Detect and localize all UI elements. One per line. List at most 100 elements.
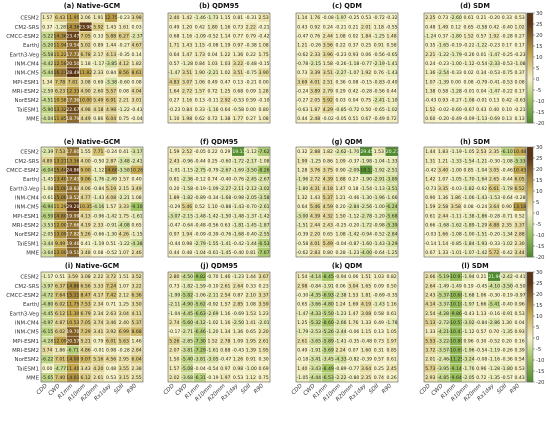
cell-label: 1.34 xyxy=(220,329,230,335)
cell-label: -4.97 xyxy=(41,320,53,326)
cell-label: -1.16 xyxy=(207,107,219,113)
cell-label: 1.49 xyxy=(438,24,448,30)
cell-label: -2.05 xyxy=(463,375,475,381)
colorbar-tick-label: -10 xyxy=(536,233,544,239)
cell-label: -0.60 xyxy=(450,107,462,113)
cell-label: -0.84 xyxy=(92,186,104,192)
cell-label: 0.49 xyxy=(374,320,384,326)
cell-label: 3.67 xyxy=(259,274,269,280)
cell-label: 3.35 xyxy=(438,186,448,192)
cell-label: 1.57 xyxy=(169,366,179,372)
cell-label: -0.08 xyxy=(322,15,334,21)
cell-label: -1.38 xyxy=(463,213,475,219)
cell-label: -0.12 xyxy=(194,177,206,183)
colorbar-segment xyxy=(527,347,533,350)
cell-label: -0.26 xyxy=(335,61,347,67)
cell-label: 19.51 xyxy=(66,250,79,256)
cell-label: -10.97 xyxy=(448,274,463,280)
index-label: CDD xyxy=(163,383,177,397)
cell-label: 7.71 xyxy=(93,149,103,155)
cell-label: 6.04 xyxy=(132,357,142,363)
cell-label: -1.37 xyxy=(245,213,257,219)
cell-label: 0.81 xyxy=(169,177,179,183)
cell-label: -1.54 xyxy=(463,158,475,164)
cell-label: 1.75 xyxy=(259,52,269,58)
cell-label: 15.44 xyxy=(54,168,67,174)
cell-label: 14.86 xyxy=(66,283,79,289)
cell-label: 10.53 xyxy=(66,320,79,326)
cell-label: -2.41 xyxy=(131,158,143,164)
cell-label: -0.01 xyxy=(463,89,475,95)
colorbar-tick-label: 10 xyxy=(536,189,543,195)
cell-label: 2.20 xyxy=(259,329,269,335)
cell-label: -19.17 xyxy=(231,149,246,155)
index-label: R90 xyxy=(381,383,393,395)
cell-label: -2.72 xyxy=(437,320,449,326)
colorbar-segment xyxy=(527,242,533,245)
cell-label: -3.89 xyxy=(386,177,398,183)
cell-label: -1.23 xyxy=(347,250,359,256)
cell-label: 0.48 xyxy=(106,366,116,372)
cell-label: 1.84 xyxy=(361,34,371,40)
cell-label: 1.15 xyxy=(220,15,230,21)
cell-label: 10.48 xyxy=(513,149,526,155)
cell-label: 1.53 xyxy=(246,311,256,317)
cell-label: -0.23 xyxy=(168,107,180,113)
cell-label: 1.86 xyxy=(451,195,461,201)
cell-label: -0.57 xyxy=(501,375,513,381)
colorbar-segment xyxy=(527,91,533,94)
cell-label: -20.27 xyxy=(384,149,399,155)
colorbar-segment xyxy=(527,86,533,89)
cell-label: -2.42 xyxy=(501,274,513,280)
panel-frame xyxy=(423,12,527,124)
cell-label: 1.44 xyxy=(106,43,116,49)
cell-label: 17.73 xyxy=(66,52,79,58)
cell-label: -0.89 xyxy=(335,366,347,372)
cell-label: -6.15 xyxy=(41,329,53,335)
cell-label: 0.90 xyxy=(502,204,512,210)
cell-label: 5.37 xyxy=(132,320,142,326)
colorbar-tick-label: 20 xyxy=(536,33,543,39)
cell-label: -0.21 xyxy=(335,24,347,30)
cell-label: -1.04 xyxy=(194,250,206,256)
cell-label: -0.03 xyxy=(424,232,436,238)
colorbar-segment xyxy=(527,40,533,43)
colorbar-segment xyxy=(527,319,533,322)
cell-label: -2.53 xyxy=(309,329,321,335)
colorbar-segment xyxy=(527,69,533,72)
cell-label: 4.87 xyxy=(55,320,65,326)
cell-label: 2.34 xyxy=(93,311,103,317)
cell-label: -1.49 xyxy=(437,283,449,289)
cell-label: -1.51 xyxy=(296,223,308,229)
cell-label: -0.53 xyxy=(501,79,513,85)
cell-label: -3.58 xyxy=(258,195,270,201)
cell-label: -4.14 xyxy=(309,274,321,280)
colorbar-segment xyxy=(527,58,533,61)
cell-label: 1.16 xyxy=(182,34,192,40)
cell-label: 5.02 xyxy=(81,43,91,49)
cell-label: 3.64 xyxy=(361,366,371,372)
cell-label: -0.25 xyxy=(501,52,513,58)
cell-label: 8.56 xyxy=(119,70,129,76)
cell-label: 0.92 xyxy=(310,24,320,30)
cell-label: 0.20 xyxy=(336,204,346,210)
cell-label: -1.30 xyxy=(105,232,117,238)
cell-label: -4.38 xyxy=(131,241,143,247)
cell-label: 3.08 xyxy=(81,274,91,280)
cell-label: 3.90 xyxy=(259,70,269,76)
cell-label: 10.43 xyxy=(513,168,526,174)
cell-label: -0.20 xyxy=(488,232,500,238)
cell-label: -1.86 xyxy=(475,213,487,219)
cell-label: 0.33 xyxy=(246,283,256,289)
index-label: SDII xyxy=(113,383,125,395)
cell-label: 1.06 xyxy=(195,79,205,85)
cell-label: 0.75 xyxy=(119,116,129,122)
cell-label: 0.84 xyxy=(182,107,192,113)
cell-label: 7.53 xyxy=(55,149,65,155)
cell-label: -1.08 xyxy=(463,98,475,104)
cell-label: 1.13 xyxy=(476,311,486,317)
cell-label: -4.28 xyxy=(437,311,449,317)
cell-label: 3.58 xyxy=(451,204,461,210)
cell-label: -0.64 xyxy=(181,223,193,229)
cell-label: -2.37 xyxy=(131,34,143,40)
